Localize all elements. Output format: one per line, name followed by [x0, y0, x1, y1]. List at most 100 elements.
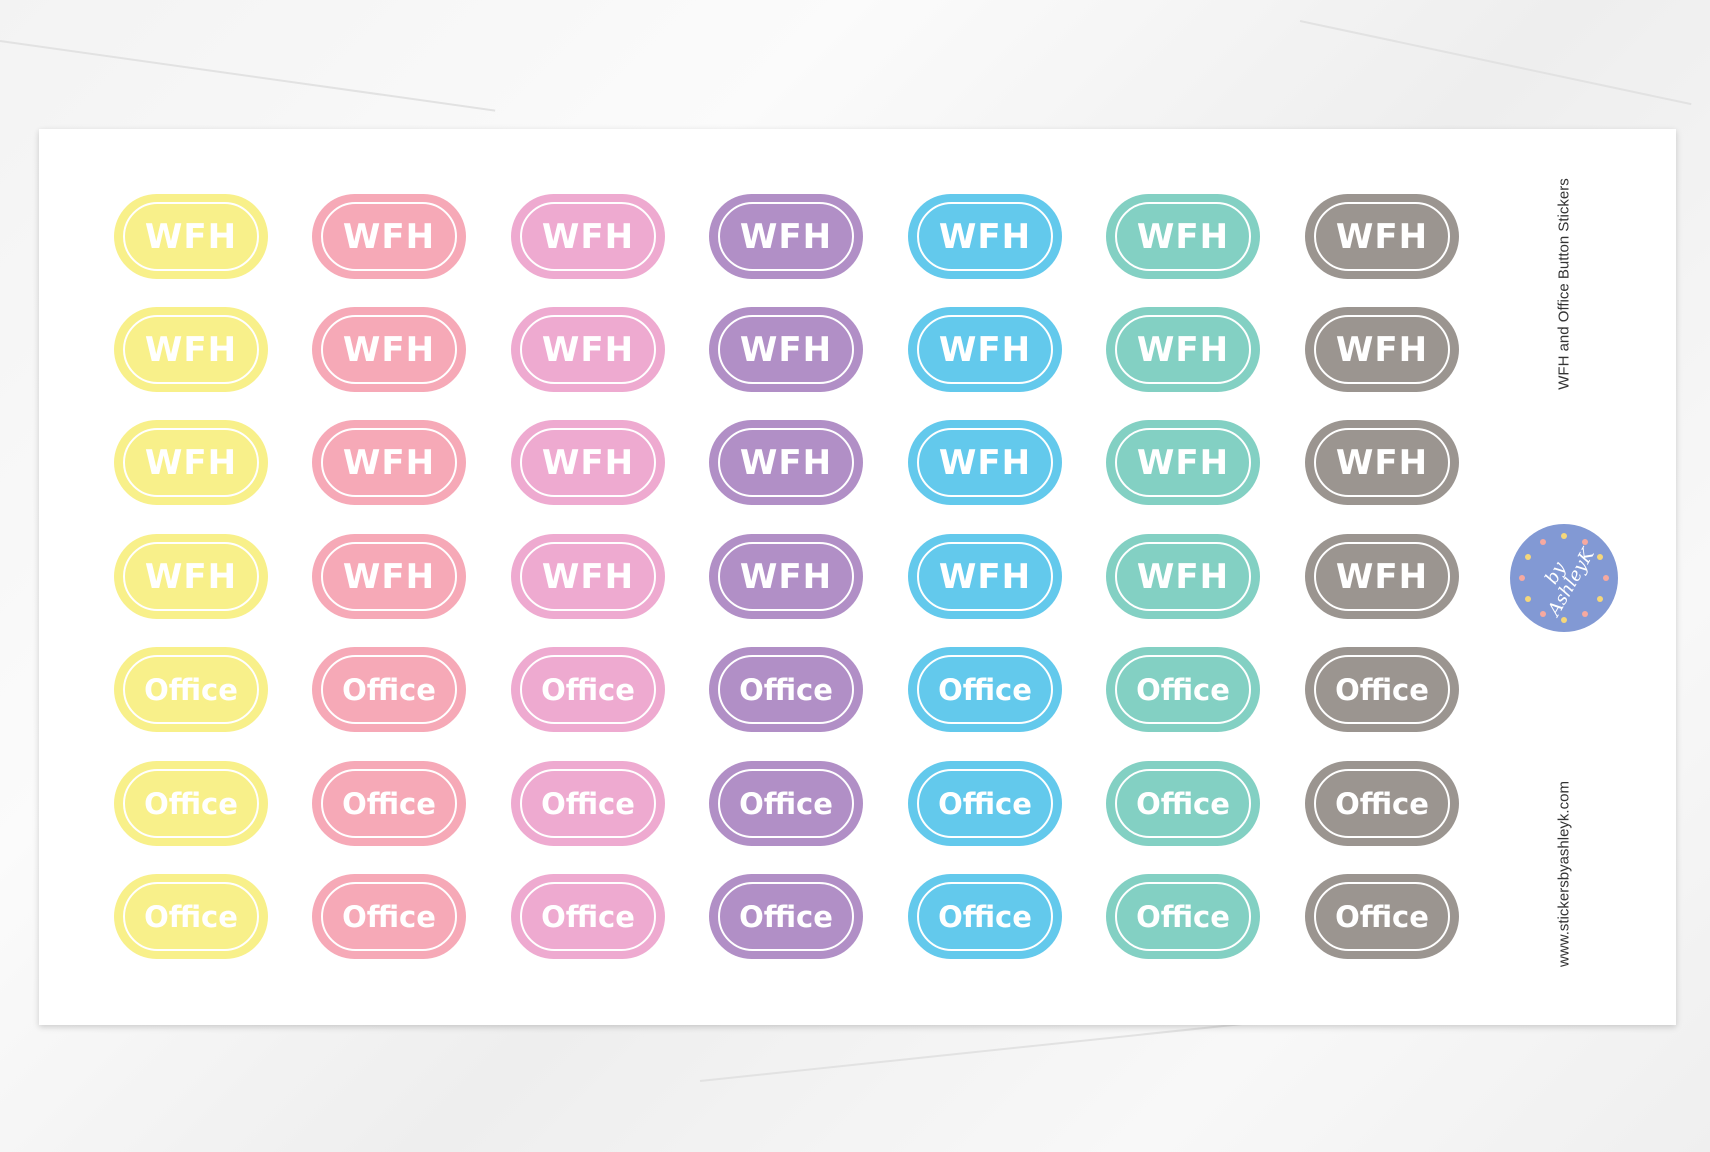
sticker-label: WFH [342, 556, 436, 597]
sticker-label: WFH [541, 442, 635, 483]
office-sticker: Office [312, 874, 466, 959]
wfh-sticker: WFH [709, 534, 863, 619]
sticker-inner-border: WFH [321, 428, 457, 497]
sticker-inner-border: WFH [917, 315, 1053, 384]
ashleyk-logo: by AshleyK [1510, 524, 1618, 632]
marble-vein [699, 1017, 1297, 1082]
sticker-label: Office [144, 899, 238, 934]
office-sticker: Office [114, 874, 268, 959]
wfh-sticker: WFH [1106, 420, 1260, 505]
sticker-label: Office [541, 672, 635, 707]
wfh-sticker: WFH [312, 194, 466, 279]
marble-vein [0, 40, 496, 112]
sticker-label: WFH [144, 329, 238, 370]
sticker-label: Office [1335, 672, 1429, 707]
sticker-label: WFH [541, 216, 635, 257]
office-sticker: Office [908, 647, 1062, 732]
sticker-label: Office [144, 786, 238, 821]
office-sticker: Office [709, 874, 863, 959]
sticker-label: Office [541, 899, 635, 934]
wfh-sticker: WFH [1106, 534, 1260, 619]
sticker-inner-border: WFH [520, 202, 656, 271]
wfh-sticker: WFH [114, 194, 268, 279]
sticker-label: WFH [144, 216, 238, 257]
sticker-label: WFH [541, 329, 635, 370]
sticker-label: WFH [144, 556, 238, 597]
office-sticker: Office [114, 761, 268, 846]
sticker-label: WFH [1136, 442, 1230, 483]
wfh-sticker: WFH [709, 307, 863, 392]
heart-icon [1540, 538, 1546, 545]
heart-icon [1597, 596, 1604, 602]
office-sticker: Office [114, 647, 268, 732]
sticker-label: Office [938, 672, 1032, 707]
sticker-label: WFH [1335, 216, 1429, 257]
sticker-inner-border: Office [520, 882, 656, 951]
sticker-inner-border: Office [520, 655, 656, 724]
sticker-label: WFH [739, 442, 833, 483]
wfh-sticker: WFH [114, 420, 268, 505]
sticker-inner-border: Office [321, 655, 457, 724]
wfh-sticker: WFH [908, 534, 1062, 619]
office-sticker: Office [1106, 874, 1260, 959]
sticker-inner-border: WFH [1314, 542, 1450, 611]
sticker-label: WFH [938, 556, 1032, 597]
sticker-label: Office [938, 786, 1032, 821]
heart-icon [1519, 575, 1525, 581]
sticker-label: WFH [1136, 329, 1230, 370]
sticker-inner-border: WFH [718, 428, 854, 497]
sticker-label: Office [739, 672, 833, 707]
heart-icon [1597, 554, 1604, 560]
sticker-label: WFH [739, 216, 833, 257]
sticker-inner-border: Office [718, 882, 854, 951]
sticker-inner-border: Office [917, 769, 1053, 838]
sticker-inner-border: WFH [1314, 315, 1450, 384]
wfh-sticker: WFH [1305, 194, 1459, 279]
sticker-label: WFH [739, 329, 833, 370]
wfh-sticker: WFH [1305, 307, 1459, 392]
sticker-label: Office [541, 786, 635, 821]
office-sticker: Office [1305, 647, 1459, 732]
sticker-label: Office [739, 786, 833, 821]
sticker-inner-border: WFH [123, 202, 259, 271]
sticker-inner-border: Office [1115, 882, 1251, 951]
sticker-label: Office [342, 786, 436, 821]
wfh-sticker: WFH [709, 420, 863, 505]
sticker-inner-border: Office [1314, 882, 1450, 951]
wfh-sticker: WFH [709, 194, 863, 279]
wfh-sticker: WFH [114, 307, 268, 392]
sticker-inner-border: WFH [1314, 202, 1450, 271]
sticker-inner-border: Office [718, 769, 854, 838]
sticker-label: Office [1136, 786, 1230, 821]
office-sticker: Office [1305, 874, 1459, 959]
sticker-inner-border: WFH [718, 542, 854, 611]
wfh-sticker: WFH [1305, 420, 1459, 505]
sticker-label: Office [342, 672, 436, 707]
heart-icon [1582, 538, 1588, 545]
wfh-sticker: WFH [908, 194, 1062, 279]
sticker-label: WFH [1335, 442, 1429, 483]
sticker-inner-border: WFH [123, 428, 259, 497]
sticker-inner-border: WFH [917, 542, 1053, 611]
sticker-inner-border: WFH [917, 428, 1053, 497]
wfh-sticker: WFH [908, 307, 1062, 392]
sticker-label: Office [739, 899, 833, 934]
office-sticker: Office [511, 874, 665, 959]
wfh-sticker: WFH [114, 534, 268, 619]
sticker-inner-border: WFH [321, 542, 457, 611]
sticker-inner-border: Office [123, 769, 259, 838]
office-sticker: Office [1106, 761, 1260, 846]
sticker-label: WFH [144, 442, 238, 483]
heart-icon [1540, 611, 1546, 618]
website-url: www.stickersbyashleyk.com [1555, 781, 1573, 967]
sticker-inner-border: WFH [520, 428, 656, 497]
sticker-label: WFH [541, 556, 635, 597]
office-sticker: Office [709, 647, 863, 732]
sticker-inner-border: Office [123, 882, 259, 951]
office-sticker: Office [1305, 761, 1459, 846]
wfh-sticker: WFH [511, 307, 665, 392]
wfh-sticker: WFH [312, 420, 466, 505]
sheet-title: WFH and Office Button Stickers [1555, 178, 1573, 390]
sticker-inner-border: WFH [1314, 428, 1450, 497]
sticker-inner-border: Office [718, 655, 854, 724]
